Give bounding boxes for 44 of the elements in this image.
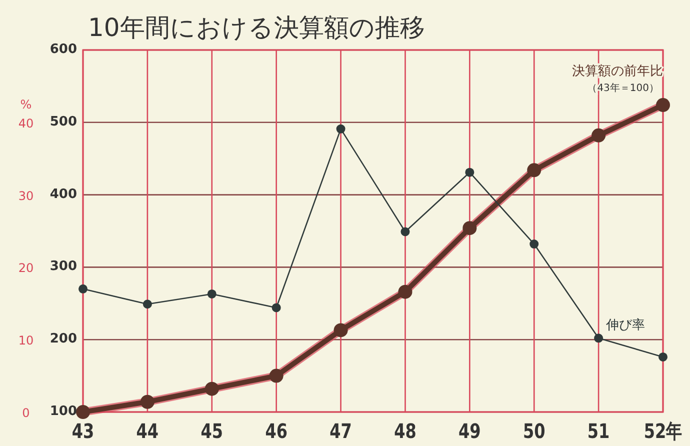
y2-tick-label: 20 xyxy=(18,261,34,276)
x-tick-label: 46 xyxy=(265,420,288,444)
point xyxy=(269,368,284,383)
point xyxy=(207,289,216,298)
point xyxy=(140,394,154,409)
point xyxy=(204,382,219,396)
chart-title: 10年間における決算額の推移 xyxy=(88,13,425,42)
point xyxy=(527,163,542,178)
point xyxy=(658,352,668,362)
y-tick-label: 400 xyxy=(50,186,77,202)
y2-tick-label: 0 xyxy=(22,406,30,420)
series-label: 伸び率 xyxy=(605,316,645,333)
point xyxy=(142,300,152,309)
point xyxy=(592,128,606,142)
point xyxy=(465,168,474,177)
x-tick-label: 49 xyxy=(458,420,481,444)
x-tick-label: 43 xyxy=(72,420,94,444)
point xyxy=(78,284,88,294)
y-tick-label: 100 xyxy=(50,404,77,419)
y2-tick-label: 30 xyxy=(18,188,34,203)
point xyxy=(398,284,412,299)
y-tick-label: 500 xyxy=(50,114,77,130)
point xyxy=(656,98,670,112)
x-tick-label: 44 xyxy=(136,420,159,444)
x-tick-label: 45 xyxy=(200,420,224,444)
y-tick-label: 300 xyxy=(50,259,77,274)
point xyxy=(336,124,346,134)
y-tick-label: 200 xyxy=(50,332,77,347)
y2-axis-title: % xyxy=(20,97,32,112)
x-tick-label: 52年 xyxy=(644,420,682,444)
x-tick-label: 50 xyxy=(522,420,546,444)
point xyxy=(400,227,410,236)
y2-tick-label: 40 xyxy=(18,116,34,130)
point xyxy=(76,405,90,419)
x-tick-label: 47 xyxy=(330,420,352,444)
point xyxy=(530,240,539,249)
point xyxy=(594,334,604,343)
point xyxy=(462,221,477,236)
x-tick-label: 48 xyxy=(394,420,416,444)
x-tick-label: 51 xyxy=(587,420,610,444)
y2-tick-label: 10 xyxy=(18,334,34,348)
point xyxy=(272,303,281,312)
point xyxy=(334,323,348,338)
y-tick-label: 600 xyxy=(50,42,77,57)
